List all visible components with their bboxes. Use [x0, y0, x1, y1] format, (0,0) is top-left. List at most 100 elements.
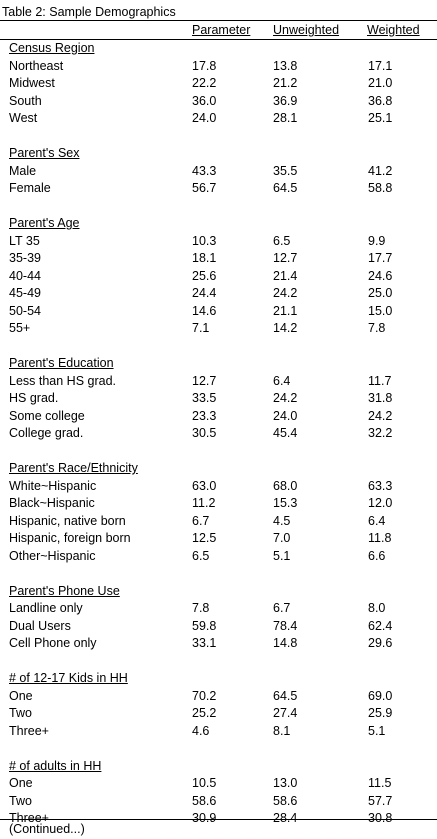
table-row: One 70.2 64.5 69.0	[0, 688, 437, 705]
unweighted-value: 14.2	[273, 321, 298, 335]
table-row: 55+ 7.1 14.2 7.8	[0, 320, 437, 337]
parameter-value: 70.2	[192, 688, 217, 703]
unweighted-value: 24.2	[273, 286, 298, 300]
table-row: Two 58.6 58.6 57.7	[0, 793, 437, 810]
unweighted-value: 12.7	[273, 251, 298, 265]
unweighted-value: 64.5	[273, 688, 298, 703]
weighted-value: 5.1	[368, 723, 386, 738]
continued-note: (Continued...)	[9, 822, 85, 836]
parameter-value: 17.8	[192, 58, 217, 73]
table-row: Dual Users 59.8 78.4 62.4	[0, 618, 437, 635]
unweighted-value: 13.8	[273, 58, 298, 73]
parameter-value: 24.4	[192, 286, 217, 300]
weighted-value: 63.3	[368, 478, 393, 493]
row-label: Landline only	[9, 601, 83, 615]
row-label: Dual Users	[9, 618, 71, 633]
table-row: White~Hispanic 63.0 68.0 63.3	[0, 478, 437, 495]
row-label: Hispanic, native born	[9, 513, 126, 528]
weighted-value: 6.6	[368, 548, 386, 563]
table-row: 50-54 14.6 21.1 15.0	[0, 303, 437, 320]
table-row: South 36.0 36.9 36.8	[0, 93, 437, 110]
parameter-value: 14.6	[192, 303, 217, 318]
row-label: One	[9, 688, 33, 703]
parameter-value: 7.1	[192, 321, 210, 335]
table-row: Other~Hispanic 6.5 5.1 6.6	[0, 548, 437, 565]
table-row: Some college 23.3 24.0 24.2	[0, 408, 437, 425]
section-label: Parent's Phone Use	[9, 583, 120, 598]
column-header-unweighted: Unweighted	[273, 23, 340, 37]
unweighted-value: 21.1	[273, 303, 298, 318]
row-label: Two	[9, 706, 32, 720]
unweighted-value: 27.4	[273, 706, 298, 720]
row-label: One	[9, 776, 33, 790]
row-label: Two	[9, 793, 32, 808]
row-label: 45-49	[9, 286, 41, 300]
unweighted-value: 28.1	[273, 111, 298, 125]
table-row: Two 25.2 27.4 25.9	[0, 705, 437, 722]
section-header: Parent's Phone Use	[0, 583, 437, 600]
weighted-value: 15.0	[368, 303, 393, 318]
table-row: One 10.5 13.0 11.5	[0, 775, 437, 792]
row-label: Cell Phone only	[9, 636, 97, 650]
parameter-value: 10.5	[192, 776, 217, 790]
row-label: Northeast	[9, 58, 64, 73]
parameter-value: 22.2	[192, 76, 217, 90]
weighted-value: 17.1	[368, 58, 393, 73]
row-label: 50-54	[9, 303, 41, 318]
section-label: Parent's Race/Ethnicity	[9, 461, 138, 475]
weighted-value: 11.5	[368, 776, 392, 790]
row-label: 40-44	[9, 268, 41, 283]
unweighted-value: 64.5	[273, 181, 298, 195]
section-label: # of adults in HH	[9, 758, 102, 773]
weighted-value: 58.8	[368, 181, 393, 195]
row-label: Three+	[9, 811, 49, 825]
weighted-value: 25.1	[368, 111, 393, 125]
parameter-value: 56.7	[192, 181, 217, 195]
parameter-value: 33.1	[192, 636, 217, 650]
title-rule	[0, 20, 437, 21]
weighted-value: 69.0	[368, 688, 393, 703]
unweighted-value: 7.0	[273, 531, 291, 545]
parameter-value: 58.6	[192, 793, 217, 808]
unweighted-value: 68.0	[273, 478, 298, 493]
row-label: 55+	[9, 321, 31, 335]
parameter-value: 10.3	[192, 233, 217, 248]
section-header: # of 12-17 Kids in HH	[0, 670, 437, 687]
parameter-value: 12.5	[192, 531, 217, 545]
weighted-value: 29.6	[368, 636, 393, 650]
unweighted-value: 78.4	[273, 618, 298, 633]
row-label: HS grad.	[9, 391, 59, 405]
parameter-value: 59.8	[192, 618, 217, 633]
table-row: Three+ 30.9 28.4 30.8	[0, 810, 437, 827]
row-label: White~Hispanic	[9, 478, 97, 493]
unweighted-value: 45.4	[273, 426, 298, 440]
unweighted-value: 6.5	[273, 233, 291, 248]
table-title: Table 2: Sample Demographics	[2, 5, 176, 19]
parameter-value: 43.3	[192, 163, 217, 178]
section-label: Parent's Sex	[9, 146, 80, 160]
unweighted-value: 14.8	[273, 636, 298, 650]
section-header: Parent's Education	[0, 355, 437, 372]
table-row: West 24.0 28.1 25.1	[0, 110, 437, 127]
row-label: Less than HS grad.	[9, 373, 117, 388]
table-row: 45-49 24.4 24.2 25.0	[0, 285, 437, 302]
unweighted-value: 13.0	[273, 776, 298, 790]
row-label: College grad.	[9, 426, 84, 440]
section-header: Parent's Age	[0, 215, 437, 232]
parameter-value: 30.5	[192, 426, 217, 440]
unweighted-value: 4.5	[273, 513, 291, 528]
parameter-value: 25.6	[192, 268, 217, 283]
table-row: 40-44 25.6 21.4 24.6	[0, 268, 437, 285]
row-label: Three+	[9, 723, 49, 738]
parameter-value: 25.2	[192, 706, 217, 720]
parameter-value: 30.9	[192, 811, 217, 825]
unweighted-value: 5.1	[273, 548, 291, 563]
table-row: Hispanic, foreign born 12.5 7.0 11.8	[0, 530, 437, 547]
parameter-value: 6.5	[192, 548, 210, 563]
row-label: Black~Hispanic	[9, 496, 95, 510]
table-row: LT 35 10.3 6.5 9.9	[0, 233, 437, 250]
table-row: Black~Hispanic 11.2 15.3 12.0	[0, 495, 437, 512]
column-header-weighted: Weighted	[367, 23, 420, 37]
unweighted-value: 6.7	[273, 601, 291, 615]
